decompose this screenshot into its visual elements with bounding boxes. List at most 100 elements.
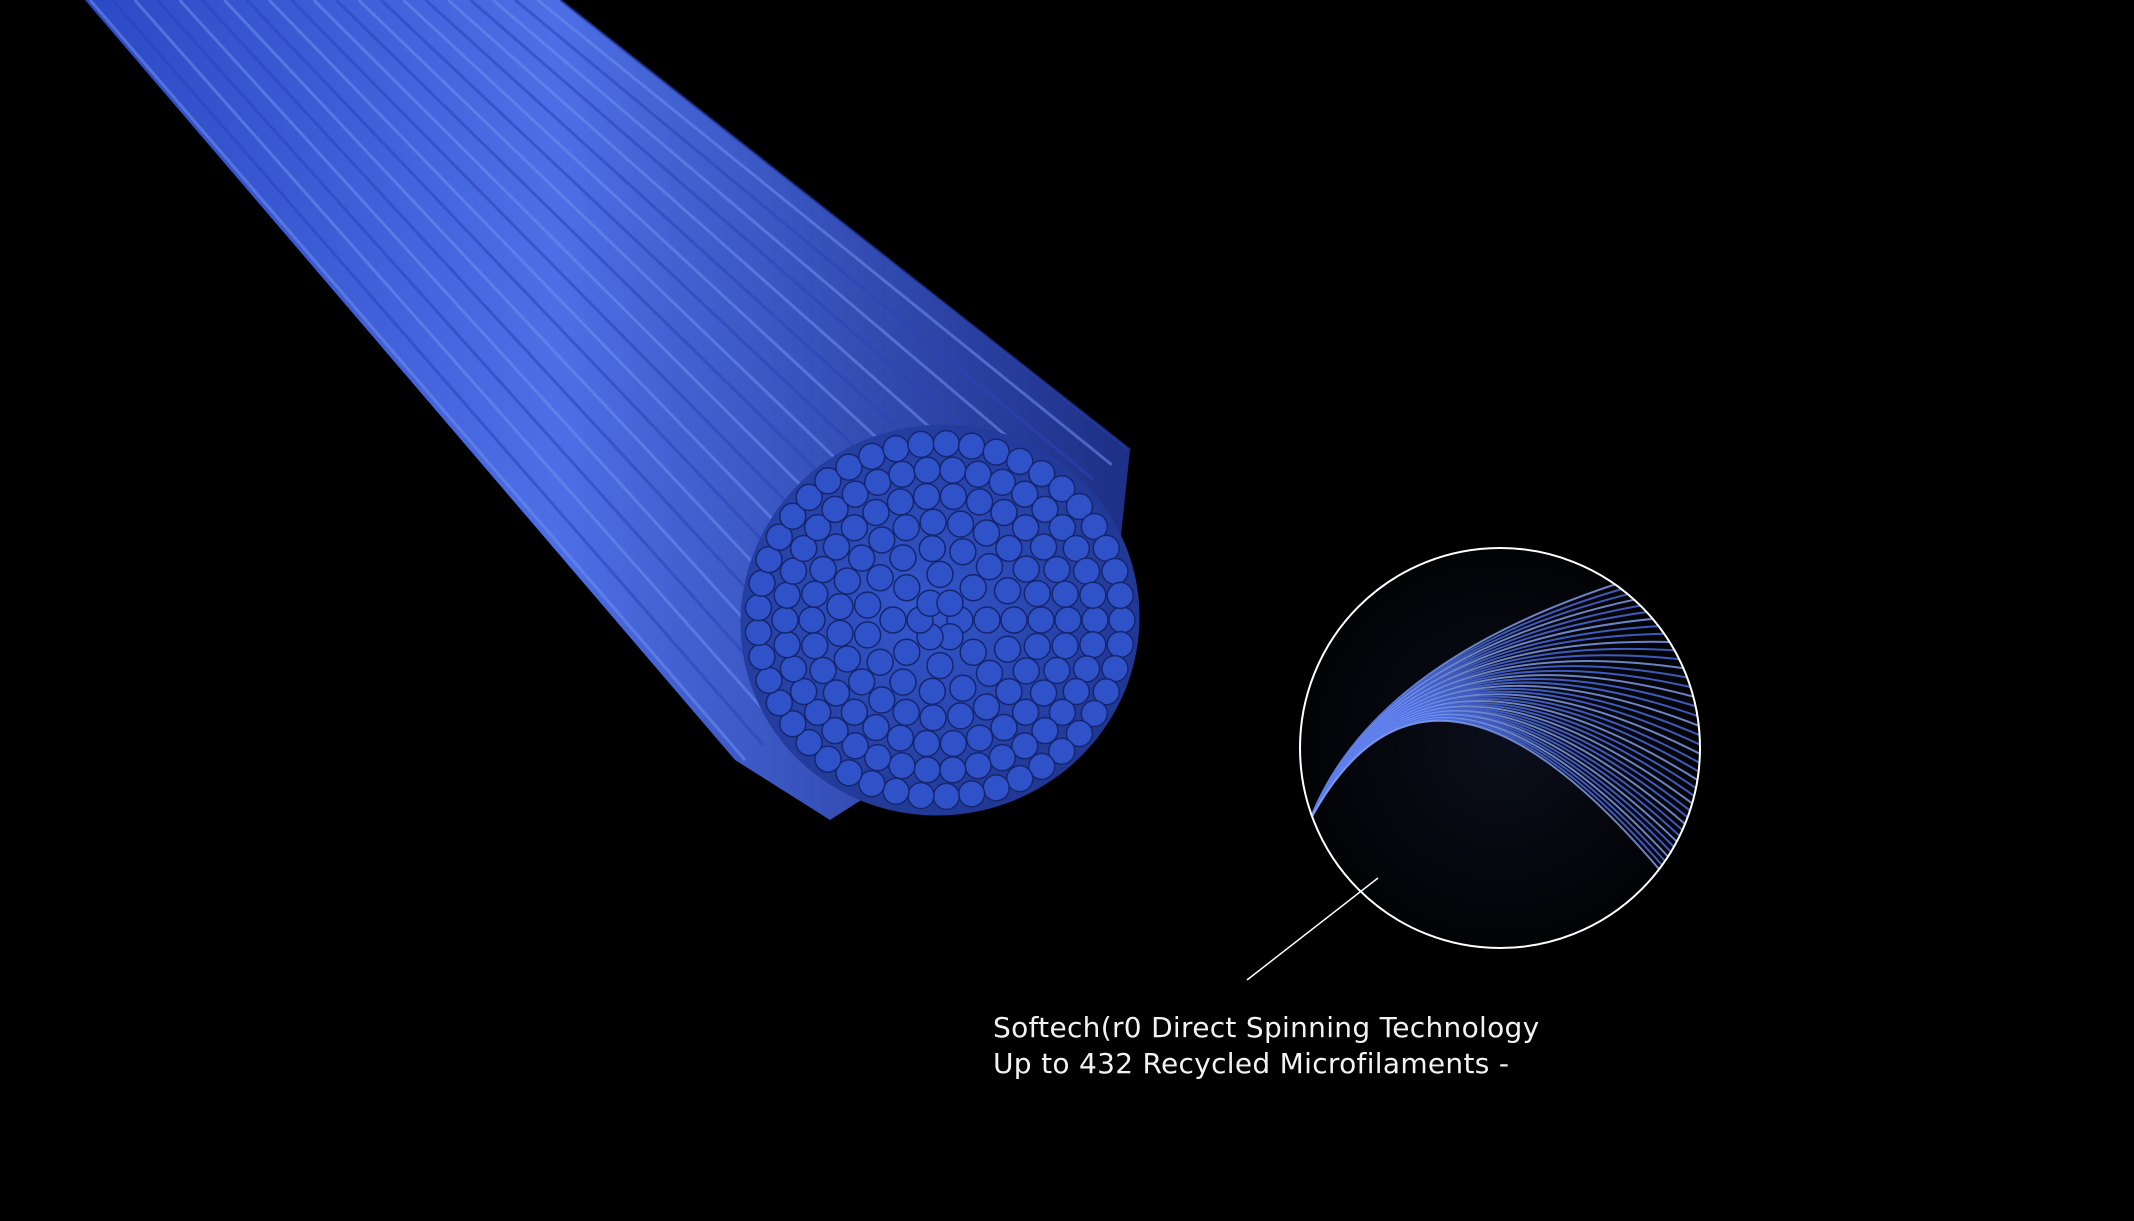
filament-end xyxy=(847,544,876,572)
filament-end xyxy=(939,456,967,484)
filament-end xyxy=(1079,630,1107,659)
filament-end xyxy=(957,432,986,460)
filament-strand xyxy=(469,0,1058,511)
filament-end xyxy=(809,555,837,584)
filament-end xyxy=(988,743,1017,772)
filament-end xyxy=(886,724,915,752)
filament-end xyxy=(1062,677,1091,706)
filament-strand xyxy=(88,0,747,761)
filament-end xyxy=(964,460,992,489)
filament-end xyxy=(868,686,896,714)
filament-end xyxy=(1011,698,1040,727)
filament-end xyxy=(959,574,987,602)
filament-end xyxy=(773,630,801,659)
filament-end xyxy=(1000,606,1028,634)
filament-end xyxy=(863,468,892,497)
bundle-cross-section xyxy=(740,424,1140,816)
filament-end xyxy=(1048,513,1077,542)
filament-end xyxy=(814,745,842,773)
filament-end xyxy=(822,533,851,561)
filament-end xyxy=(1011,732,1039,760)
filament-end xyxy=(858,769,886,798)
filament-end xyxy=(847,668,876,696)
filament-end xyxy=(1043,555,1071,584)
filament-end xyxy=(1072,655,1101,683)
filament-end xyxy=(822,679,851,707)
filament-end xyxy=(993,635,1022,663)
filament-end xyxy=(893,638,921,666)
filament-end xyxy=(965,488,994,516)
splayed-filament xyxy=(1309,719,1700,921)
filament-end xyxy=(1029,679,1058,707)
filament-end xyxy=(913,756,941,784)
filament-end xyxy=(1031,495,1059,524)
filament-end xyxy=(821,716,849,745)
filament-end xyxy=(907,781,935,810)
filament-end xyxy=(957,780,986,808)
filament-strand xyxy=(559,0,1131,452)
filament-end xyxy=(1092,534,1121,562)
filament-end xyxy=(889,668,917,696)
filament-end xyxy=(803,513,832,542)
filament-end xyxy=(868,526,896,554)
filament-end xyxy=(835,759,863,787)
filament-end xyxy=(840,698,869,727)
filament-end xyxy=(1028,752,1056,781)
filament-end xyxy=(975,659,1004,688)
filament-end xyxy=(833,645,862,673)
filament-end xyxy=(882,434,910,463)
filament-end xyxy=(892,698,920,727)
filament-end xyxy=(982,438,1010,466)
filament-end xyxy=(949,674,977,703)
filament-end xyxy=(863,743,892,772)
filament-end xyxy=(798,606,826,634)
filament-end xyxy=(1027,606,1055,634)
filament-end xyxy=(795,728,823,757)
filament-end xyxy=(866,648,894,676)
filament-end xyxy=(1106,581,1134,610)
filament-end xyxy=(833,567,862,595)
filament-end xyxy=(744,618,773,647)
filament-end xyxy=(1108,606,1136,634)
filament-end xyxy=(858,442,886,471)
filament-end xyxy=(946,702,975,730)
filament-end xyxy=(1048,737,1076,765)
filament-end xyxy=(779,502,807,530)
filament-strand xyxy=(111,0,765,747)
filament-end xyxy=(821,495,849,524)
filament-end xyxy=(879,606,907,634)
filament-end xyxy=(936,589,964,617)
filament-end xyxy=(919,508,947,537)
filament-end xyxy=(919,703,947,732)
filament-end xyxy=(1006,447,1034,476)
filament-end xyxy=(1023,579,1052,608)
filament-end xyxy=(982,774,1010,802)
filament-end xyxy=(773,581,801,610)
filament-end xyxy=(939,482,968,511)
filament-end xyxy=(1072,557,1101,585)
filament-strand xyxy=(491,0,1076,496)
filament-end xyxy=(892,513,920,542)
filament-end xyxy=(1080,699,1109,728)
filament-end xyxy=(1051,580,1079,608)
filament-end xyxy=(755,666,783,695)
filament-end xyxy=(826,619,854,648)
filament-strand xyxy=(133,0,783,732)
filament-end xyxy=(1079,581,1107,610)
filament-end xyxy=(1101,557,1129,586)
filament-end xyxy=(1023,632,1052,661)
filament-end xyxy=(1048,475,1076,503)
filament-end xyxy=(949,537,977,566)
magnified-callout xyxy=(1246,547,1701,981)
filament-end xyxy=(801,632,829,660)
filament-end xyxy=(918,534,947,563)
filament-end xyxy=(744,593,773,622)
filament-end xyxy=(975,552,1004,581)
filament-end xyxy=(1101,654,1129,683)
filament-end xyxy=(932,429,961,458)
filament-end xyxy=(765,689,794,717)
filament-end xyxy=(1051,632,1079,660)
filament-end xyxy=(889,544,917,572)
filament-end xyxy=(853,621,882,649)
